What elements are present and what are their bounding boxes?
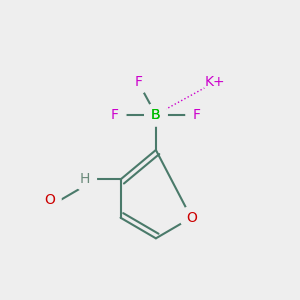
- Text: F: F: [111, 108, 119, 122]
- Text: B: B: [151, 108, 161, 122]
- Circle shape: [186, 103, 208, 126]
- Text: F: F: [134, 75, 142, 89]
- Text: F: F: [193, 108, 201, 122]
- Circle shape: [204, 71, 226, 94]
- Text: K+: K+: [205, 75, 225, 89]
- Circle shape: [127, 71, 149, 94]
- Circle shape: [145, 103, 167, 126]
- Text: O: O: [44, 193, 55, 207]
- Circle shape: [74, 168, 96, 190]
- Circle shape: [103, 103, 126, 126]
- Circle shape: [180, 206, 203, 229]
- Text: H: H: [80, 172, 90, 186]
- Circle shape: [145, 103, 167, 126]
- Text: B: B: [151, 108, 161, 122]
- Circle shape: [39, 189, 61, 211]
- Text: O: O: [186, 211, 197, 225]
